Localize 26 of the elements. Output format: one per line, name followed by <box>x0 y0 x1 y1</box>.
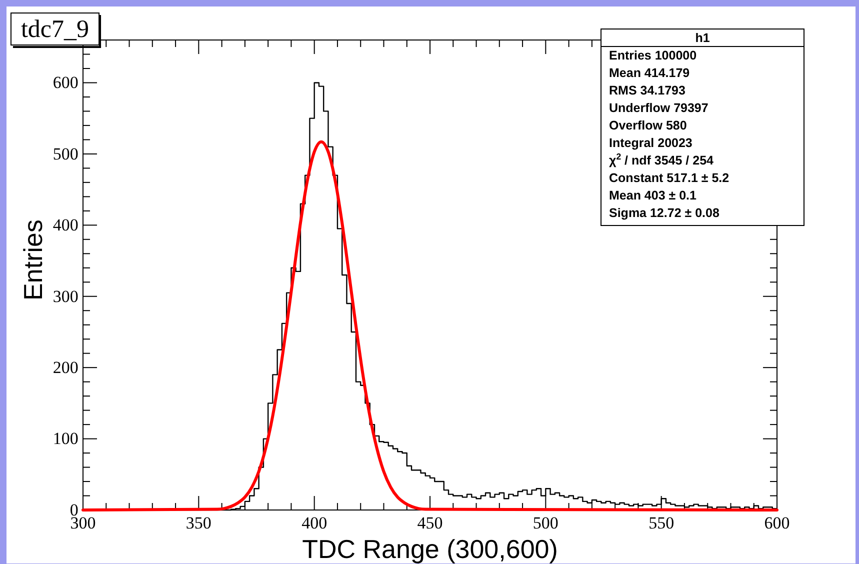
y-tick-label: 500 <box>52 144 78 164</box>
y-axis-title: Entries <box>18 220 48 300</box>
annotation: Integral 20023 <box>609 136 692 150</box>
annotation: Mean 414.179 <box>609 66 690 80</box>
annotation: Mean 403 ± 0.1 <box>609 188 697 202</box>
y-tick-label: 400 <box>52 216 78 235</box>
x-tick-label: 500 <box>532 513 558 532</box>
x-tick-label: 600 <box>764 513 790 532</box>
y-tick-label: 600 <box>52 73 78 92</box>
y-tick-label: 200 <box>52 358 78 378</box>
annotation: Underflow 79397 <box>609 101 708 115</box>
annotation: Entries 100000 <box>609 48 697 62</box>
x-tick-label: 550 <box>648 513 674 532</box>
annotation: Sigma 12.72 ± 0.08 <box>609 206 720 220</box>
x-tick-label: 450 <box>417 513 443 532</box>
annotation: Constant 517.1 ± 5.2 <box>609 171 730 185</box>
annotation: RMS 34.1793 <box>609 84 686 98</box>
x-tick-label: 400 <box>302 513 328 532</box>
x-tick-label: 350 <box>186 513 212 532</box>
chart-title: tdc7_9 <box>20 16 90 43</box>
x-axis-title: TDC Range (300,600) <box>302 534 558 564</box>
annotation: χ$^{2}$ / ndf 3545 / 254 <box>609 152 714 168</box>
y-tick-label: 300 <box>52 286 78 306</box>
annotation: Overflow 580 <box>609 118 687 132</box>
annotation: h1 <box>695 31 710 45</box>
y-tick-label: 100 <box>52 429 78 448</box>
